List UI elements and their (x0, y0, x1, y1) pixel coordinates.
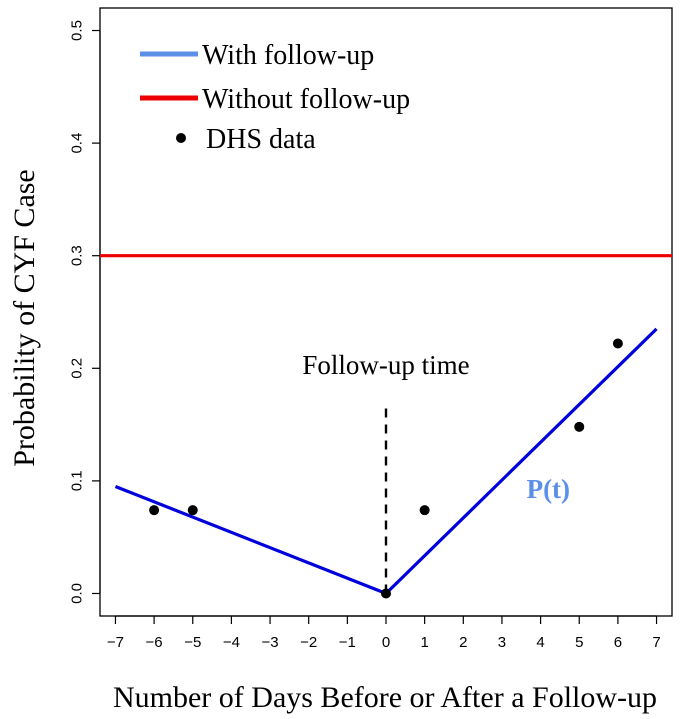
dhs-data-point (419, 505, 430, 516)
annotation-layer: Follow-up time P(t) (302, 350, 570, 594)
x-tick-label: −3 (261, 634, 278, 651)
legend-label: DHS data (206, 124, 316, 155)
y-tick-label: 0.5 (69, 20, 86, 41)
follow-up-time-label: Follow-up time (302, 350, 469, 380)
legend-label: Without follow-up (202, 84, 410, 115)
y-tick-label: 0.4 (69, 133, 86, 154)
dhs-data-point (612, 338, 623, 349)
x-tick-label: −7 (107, 634, 124, 651)
x-tick-label: 5 (575, 634, 583, 651)
y-tick-label: 0.2 (69, 358, 86, 379)
legend-label: With follow-up (202, 40, 374, 71)
y-axis-label: Probability of CYF Case (8, 169, 41, 467)
x-tick-label: −2 (300, 634, 317, 651)
dhs-data-point (149, 505, 160, 516)
dhs-data-point (187, 505, 198, 516)
x-tick-label: 7 (652, 634, 660, 651)
dhs-data-point (574, 421, 585, 432)
y-tick-label: 0.1 (69, 470, 86, 491)
legend: With follow-up Without follow-up DHS data (140, 40, 410, 155)
x-axis: −7 −6 −5 −4 −3 −2 −1 0 1 2 3 4 5 6 7 (107, 615, 661, 651)
x-tick-label: −5 (184, 634, 201, 651)
x-tick-label: 6 (614, 634, 622, 651)
x-axis-label: Number of Days Before or After a Follow-… (113, 681, 657, 714)
x-tick-label: −1 (339, 634, 356, 651)
x-tick-label: −4 (223, 634, 240, 651)
x-tick-label: 4 (536, 634, 544, 651)
y-tick-label: 0.3 (69, 245, 86, 266)
y-tick-label: 0.0 (69, 583, 86, 604)
x-tick-label: 2 (459, 634, 467, 651)
x-tick-label: 0 (382, 634, 390, 651)
legend-marker-dhs-data (176, 133, 186, 143)
p-t-label: P(t) (527, 474, 570, 504)
x-tick-label: −6 (146, 634, 163, 651)
x-tick-label: 1 (420, 634, 428, 651)
x-tick-label: 3 (498, 634, 506, 651)
y-axis: 0.0 0.1 0.2 0.3 0.4 0.5 (69, 20, 101, 604)
